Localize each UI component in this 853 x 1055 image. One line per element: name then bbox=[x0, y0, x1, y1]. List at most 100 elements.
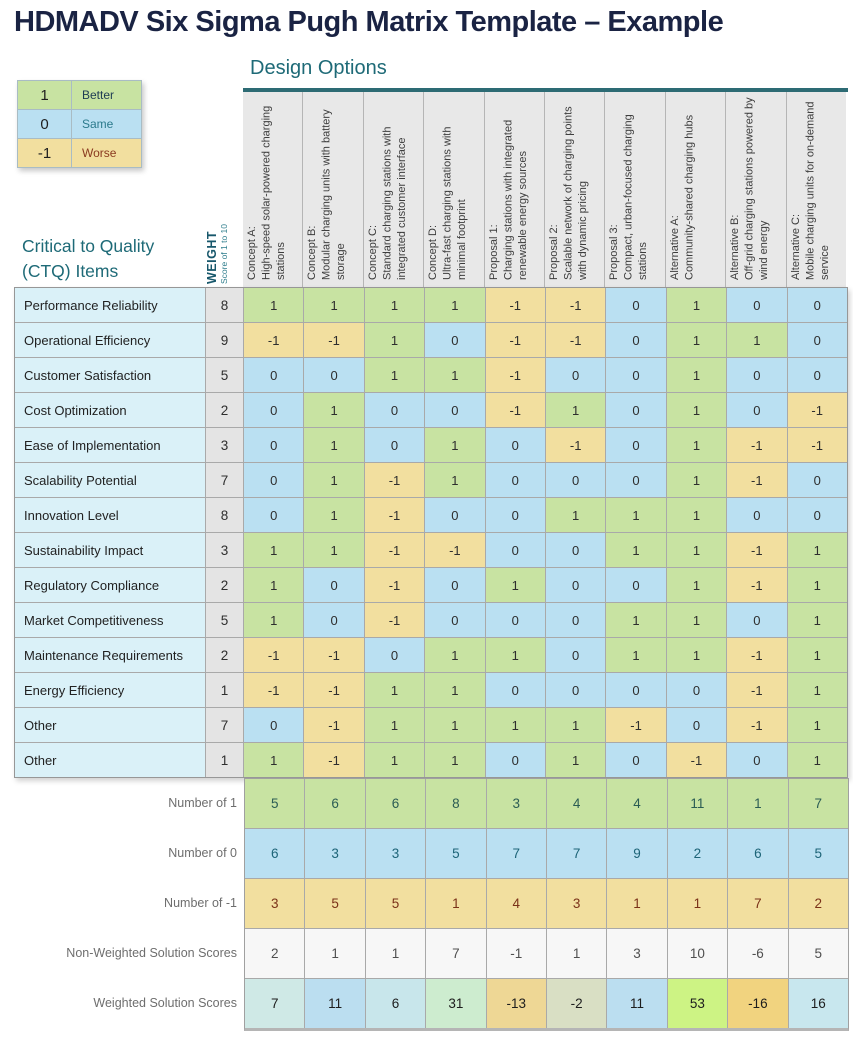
ctq-item-cell[interactable]: Customer Satisfaction bbox=[15, 358, 205, 392]
score-cell[interactable]: 0 bbox=[727, 603, 787, 637]
score-cell[interactable]: 0 bbox=[485, 533, 545, 567]
score-cell[interactable]: 1 bbox=[787, 638, 847, 672]
ctq-item-cell[interactable]: Other bbox=[15, 743, 205, 777]
score-cell[interactable]: 1 bbox=[425, 708, 485, 742]
ctq-item-cell[interactable]: Sustainability Impact bbox=[15, 533, 205, 567]
score-cell[interactable]: -1 bbox=[727, 533, 787, 567]
score-cell[interactable]: 0 bbox=[545, 533, 606, 567]
ctq-item-cell[interactable]: Energy Efficiency bbox=[15, 673, 205, 707]
ctq-item-cell[interactable]: Operational Efficiency bbox=[15, 323, 205, 357]
score-cell[interactable]: 1 bbox=[787, 743, 847, 777]
score-cell[interactable]: 0 bbox=[304, 603, 364, 637]
weight-cell[interactable]: 2 bbox=[206, 638, 243, 672]
score-cell[interactable]: 1 bbox=[304, 498, 364, 532]
score-cell[interactable]: 0 bbox=[606, 673, 666, 707]
score-cell[interactable]: -1 bbox=[727, 708, 787, 742]
score-cell[interactable]: 1 bbox=[666, 393, 727, 427]
score-cell[interactable]: 0 bbox=[485, 743, 545, 777]
score-cell[interactable]: 1 bbox=[545, 498, 606, 532]
score-cell[interactable]: 1 bbox=[364, 358, 425, 392]
score-cell[interactable]: 0 bbox=[364, 393, 425, 427]
ctq-item-cell[interactable]: Regulatory Compliance bbox=[15, 568, 205, 602]
score-cell[interactable]: 1 bbox=[787, 533, 847, 567]
score-cell[interactable]: -1 bbox=[727, 463, 787, 497]
score-cell[interactable]: 0 bbox=[244, 393, 304, 427]
score-cell[interactable]: 1 bbox=[364, 708, 425, 742]
score-cell[interactable]: -1 bbox=[244, 638, 304, 672]
score-cell[interactable]: 1 bbox=[666, 288, 727, 322]
score-cell[interactable]: 0 bbox=[787, 288, 847, 322]
score-cell[interactable]: -1 bbox=[425, 533, 485, 567]
score-cell[interactable]: -1 bbox=[485, 358, 545, 392]
score-cell[interactable]: 0 bbox=[545, 358, 606, 392]
score-cell[interactable]: 0 bbox=[666, 673, 727, 707]
score-cell[interactable]: 0 bbox=[425, 498, 485, 532]
score-cell[interactable]: 1 bbox=[545, 708, 606, 742]
score-cell[interactable]: 0 bbox=[304, 358, 364, 392]
score-cell[interactable]: 1 bbox=[606, 603, 666, 637]
score-cell[interactable]: 0 bbox=[727, 498, 787, 532]
score-cell[interactable]: -1 bbox=[727, 568, 787, 602]
score-cell[interactable]: 0 bbox=[787, 463, 847, 497]
score-cell[interactable]: -1 bbox=[244, 673, 304, 707]
score-cell[interactable]: 1 bbox=[666, 463, 727, 497]
weight-cell[interactable]: 5 bbox=[206, 603, 243, 637]
score-cell[interactable]: 0 bbox=[244, 428, 304, 462]
score-cell[interactable]: 1 bbox=[425, 288, 485, 322]
score-cell[interactable]: 0 bbox=[425, 393, 485, 427]
score-cell[interactable]: -1 bbox=[787, 393, 847, 427]
score-cell[interactable]: -1 bbox=[727, 428, 787, 462]
score-cell[interactable]: 0 bbox=[606, 743, 666, 777]
score-cell[interactable]: 0 bbox=[425, 603, 485, 637]
score-cell[interactable]: -1 bbox=[304, 673, 364, 707]
score-cell[interactable]: 0 bbox=[244, 463, 304, 497]
score-cell[interactable]: 0 bbox=[727, 358, 787, 392]
score-cell[interactable]: -1 bbox=[364, 463, 425, 497]
score-cell[interactable]: 1 bbox=[425, 673, 485, 707]
score-cell[interactable]: -1 bbox=[304, 743, 364, 777]
score-cell[interactable]: 0 bbox=[727, 393, 787, 427]
score-cell[interactable]: 0 bbox=[485, 603, 545, 637]
score-cell[interactable]: 1 bbox=[425, 463, 485, 497]
score-cell[interactable]: 1 bbox=[304, 288, 364, 322]
score-cell[interactable]: 1 bbox=[364, 288, 425, 322]
score-cell[interactable]: 1 bbox=[666, 638, 727, 672]
score-cell[interactable]: -1 bbox=[244, 323, 304, 357]
score-cell[interactable]: 0 bbox=[485, 463, 545, 497]
score-cell[interactable]: 1 bbox=[304, 533, 364, 567]
score-cell[interactable]: 1 bbox=[304, 393, 364, 427]
ctq-item-cell[interactable]: Performance Reliability bbox=[15, 288, 205, 322]
score-cell[interactable]: 0 bbox=[606, 393, 666, 427]
score-cell[interactable]: 1 bbox=[244, 743, 304, 777]
score-cell[interactable]: 0 bbox=[606, 463, 666, 497]
score-cell[interactable]: -1 bbox=[364, 498, 425, 532]
score-cell[interactable]: -1 bbox=[364, 568, 425, 602]
score-cell[interactable]: 1 bbox=[606, 498, 666, 532]
score-cell[interactable]: 0 bbox=[727, 288, 787, 322]
score-cell[interactable]: 1 bbox=[425, 743, 485, 777]
score-cell[interactable]: 0 bbox=[545, 463, 606, 497]
ctq-item-cell[interactable]: Market Competitiveness bbox=[15, 603, 205, 637]
score-cell[interactable]: 1 bbox=[244, 533, 304, 567]
score-cell[interactable]: 0 bbox=[787, 323, 847, 357]
score-cell[interactable]: 0 bbox=[304, 568, 364, 602]
score-cell[interactable]: -1 bbox=[304, 638, 364, 672]
score-cell[interactable]: 1 bbox=[244, 568, 304, 602]
score-cell[interactable]: 1 bbox=[666, 498, 727, 532]
score-cell[interactable]: 0 bbox=[727, 743, 787, 777]
score-cell[interactable]: 0 bbox=[606, 358, 666, 392]
score-cell[interactable]: 1 bbox=[425, 358, 485, 392]
score-cell[interactable]: -1 bbox=[787, 428, 847, 462]
score-cell[interactable]: 0 bbox=[545, 638, 606, 672]
score-cell[interactable]: 1 bbox=[787, 708, 847, 742]
score-cell[interactable]: -1 bbox=[545, 428, 606, 462]
score-cell[interactable]: -1 bbox=[606, 708, 666, 742]
score-cell[interactable]: 0 bbox=[606, 288, 666, 322]
score-cell[interactable]: 1 bbox=[364, 743, 425, 777]
weight-cell[interactable]: 3 bbox=[206, 533, 243, 567]
score-cell[interactable]: 0 bbox=[485, 498, 545, 532]
score-cell[interactable]: 1 bbox=[666, 568, 727, 602]
score-cell[interactable]: 1 bbox=[606, 638, 666, 672]
score-cell[interactable]: 1 bbox=[364, 673, 425, 707]
score-cell[interactable]: 0 bbox=[425, 323, 485, 357]
